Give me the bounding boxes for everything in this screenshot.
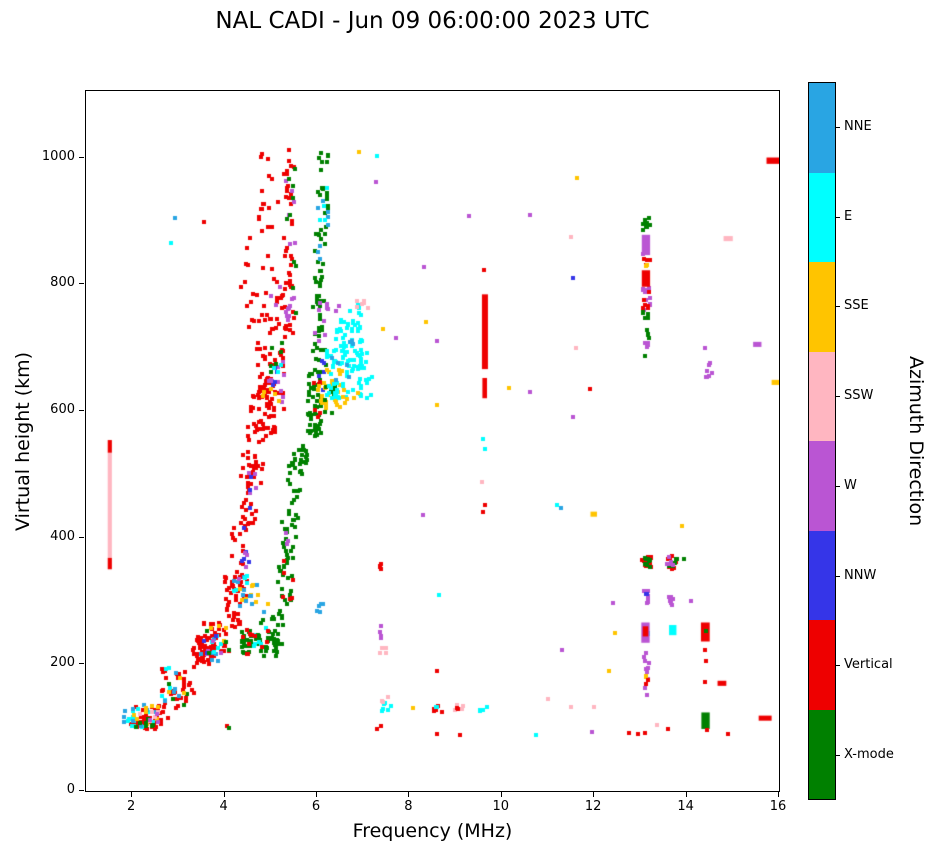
colorbar-label-nne: NNE [844,118,872,134]
colorbar-segment-w [809,441,835,531]
x-tick-label: 16 [769,799,787,814]
y-tick-label: 1000 [41,148,75,164]
y-tick [79,536,84,538]
colorbar-tick [836,306,840,308]
x-tick-label: 10 [492,799,510,814]
x-tick-label: 12 [584,799,602,814]
x-tick [131,792,133,797]
x-tick [316,792,317,797]
x-tick-label: 14 [677,799,694,814]
colorbar-label-x-mode: X-mode [844,747,894,763]
y-axis-label: Virtual height (km) [12,351,34,531]
colorbar-label-sse: SSE [844,298,869,314]
x-axis-label: Frequency (MHz) [352,820,513,842]
x-tick [223,792,225,797]
x-tick-label: 4 [219,799,228,814]
plot-area [85,90,780,792]
colorbar-segment-nne [809,83,835,173]
colorbar-segment-vertical [809,620,835,710]
y-tick-label: 400 [50,528,75,544]
y-tick [79,663,84,665]
colorbar-tick [836,216,840,218]
y-tick-label: 800 [50,275,75,291]
x-tick-label: 8 [404,799,413,814]
colorbar-label-vertical: Vertical [844,657,893,673]
y-tick [79,283,84,285]
x-tick-label: 2 [127,799,136,814]
colorbar-segment-x-mode [809,709,835,799]
y-tick [79,790,84,791]
colorbar-tick [836,126,840,128]
y-tick [79,156,84,158]
x-tick-label: 6 [311,799,321,814]
colorbar-title: Azimuth Direction [905,355,927,527]
colorbar-segment-sse [809,262,835,352]
x-tick [778,792,779,797]
colorbar-segment-ssw [809,351,835,441]
colorbar-label-w: W [844,477,857,493]
y-tick-label: 600 [50,401,75,417]
colorbar-tick [836,485,840,487]
y-tick-label: 0 [66,782,75,797]
x-tick [408,792,410,797]
colorbar-segment-nnw [809,530,835,620]
y-tick [79,409,84,411]
chart-title: NAL CADI - Jun 09 06:00:00 2023 UTC [215,8,650,34]
x-tick [593,792,595,797]
colorbar-tick [836,755,840,757]
colorbar-label-e: E [844,208,853,224]
colorbar-tick [836,665,840,667]
scatter-canvas [86,91,779,791]
colorbar-tick [836,396,840,398]
colorbar-label-nnw: NNW [844,567,877,583]
colorbar-segment-e [809,172,835,262]
colorbar [808,82,836,800]
y-tick-label: 200 [50,655,75,671]
colorbar-label-ssw: SSW [844,388,874,404]
x-tick [685,792,687,797]
colorbar-tick [836,575,840,577]
x-tick [500,792,502,797]
